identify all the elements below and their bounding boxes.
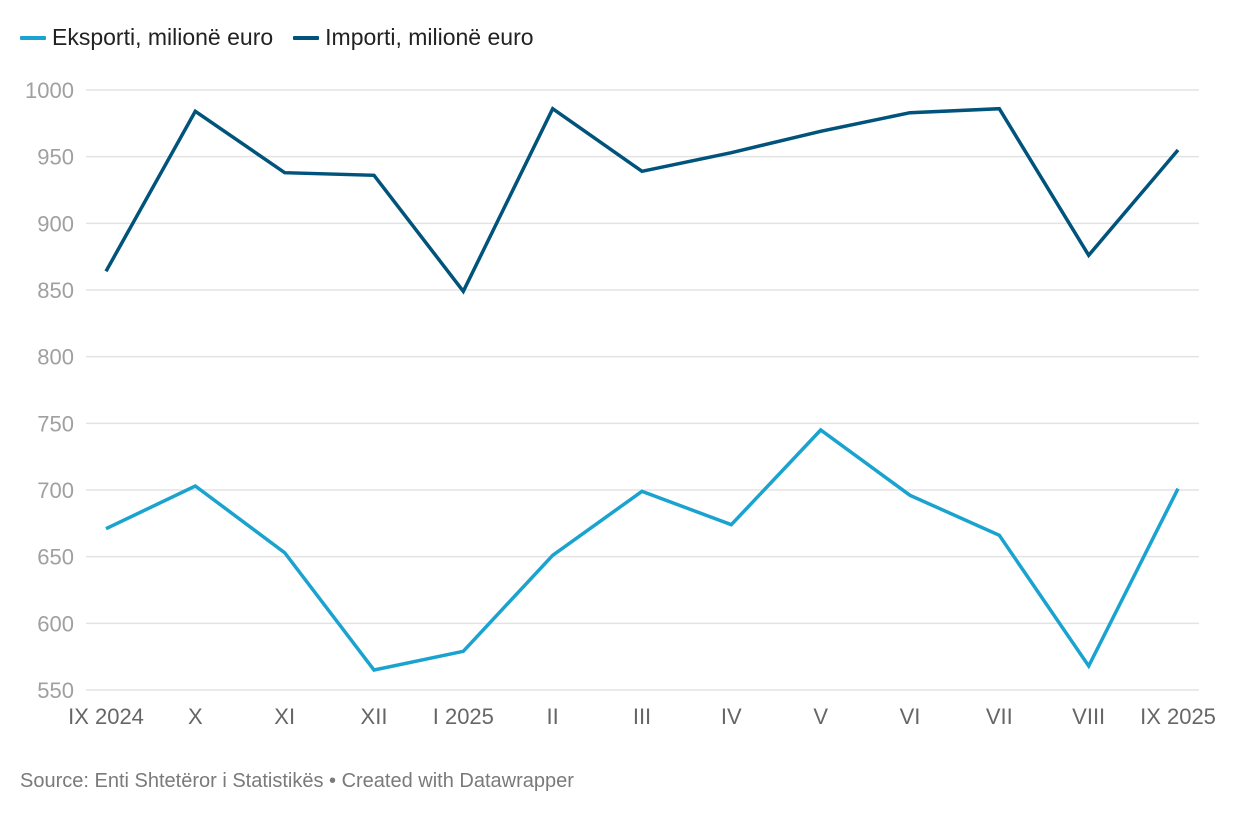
x-tick-label: XI bbox=[274, 704, 295, 729]
series-lines bbox=[104, 106, 1180, 672]
x-tick-label: I 2025 bbox=[433, 704, 494, 729]
y-axis: 550 600 650 700 750 800 850 900 950 1000 bbox=[25, 78, 74, 703]
y-tick-label: 550 bbox=[37, 678, 74, 703]
x-tick-label: VI bbox=[900, 704, 921, 729]
x-tick-label: III bbox=[633, 704, 651, 729]
y-tick-label: 650 bbox=[37, 545, 74, 570]
legend-swatch-exports bbox=[20, 35, 46, 40]
legend-item-imports: Importi, milionë euro bbox=[293, 24, 534, 51]
y-tick-label: 950 bbox=[37, 145, 74, 170]
x-tick-label: V bbox=[813, 704, 828, 729]
y-tick-label: 900 bbox=[37, 211, 74, 236]
legend-item-exports: Eksporti, milionë euro bbox=[20, 24, 273, 51]
legend-label-exports: Eksporti, milionë euro bbox=[52, 24, 274, 50]
y-tick-label: 850 bbox=[37, 278, 74, 303]
x-tick-label: IV bbox=[721, 704, 742, 729]
x-tick-label: X bbox=[188, 704, 203, 729]
x-tick-label: XII bbox=[361, 704, 388, 729]
source-footer: Source: Enti Shtetëror i Statistikës • C… bbox=[20, 770, 574, 792]
x-tick-label: IX 2024 bbox=[68, 704, 144, 729]
y-tick-label: 750 bbox=[37, 411, 74, 436]
legend-swatch-imports bbox=[293, 35, 320, 40]
y-tick-label: 600 bbox=[37, 611, 74, 636]
x-tick-label: IX 2025 bbox=[1140, 704, 1216, 729]
gridlines bbox=[86, 89, 1199, 691]
chart-legend: Eksporti, milionë euro Importi, milionë … bbox=[20, 24, 554, 51]
series-line-exports bbox=[105, 427, 1180, 672]
y-tick-label: 800 bbox=[37, 345, 74, 370]
y-tick-label: 700 bbox=[37, 478, 74, 503]
series-line-imports bbox=[104, 106, 1180, 295]
x-axis: IX 2024 X XI XII I 2025 II III IV V VI VII VIII IX 2… bbox=[68, 704, 1216, 729]
y-tick-label: 1000 bbox=[25, 78, 74, 103]
x-tick-label: VII bbox=[986, 704, 1013, 729]
x-tick-label: VIII bbox=[1072, 704, 1105, 729]
x-tick-label: II bbox=[547, 704, 559, 729]
legend-label-imports: Importi, milionë euro bbox=[325, 24, 534, 50]
